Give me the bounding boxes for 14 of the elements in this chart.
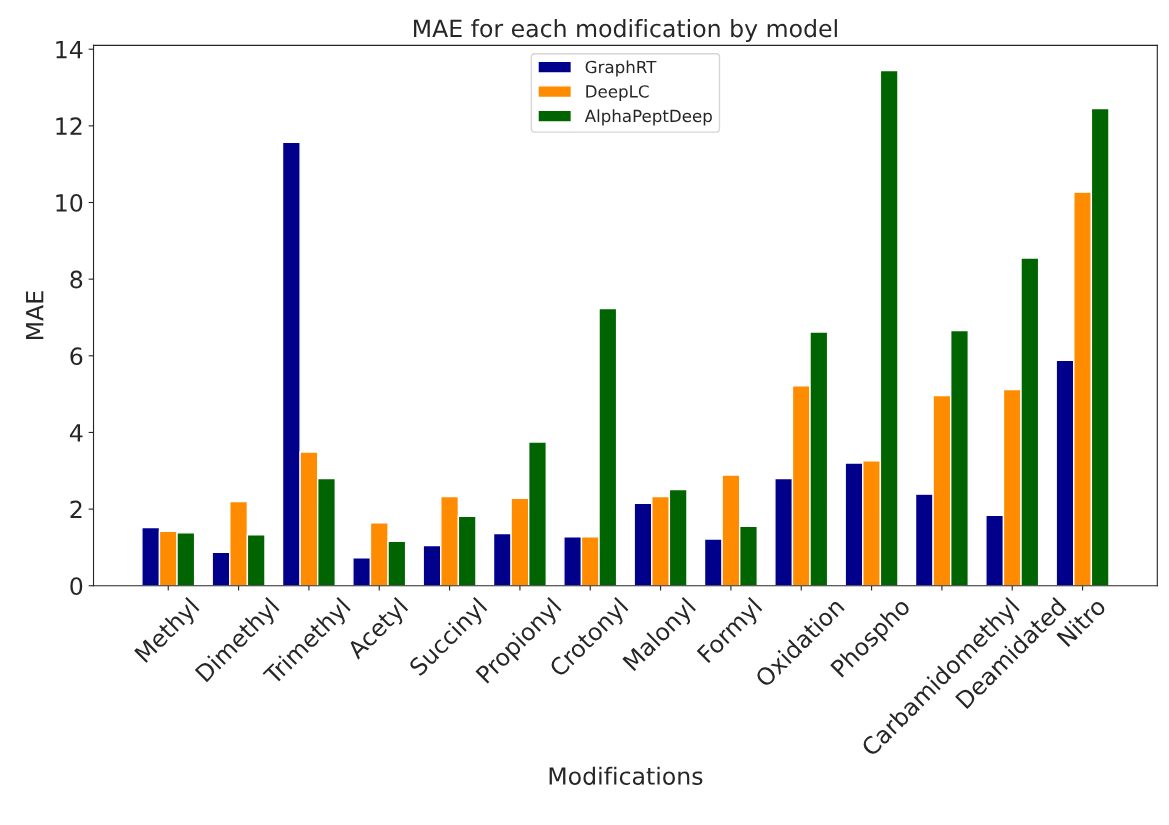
y-tick-label: 6 bbox=[70, 347, 83, 366]
legend-label: DeepLC bbox=[586, 85, 649, 101]
legend-label: AlphaPeptDeep bbox=[584, 109, 712, 126]
y-tick-label: 14 bbox=[56, 40, 83, 59]
y-tick-label: 12 bbox=[56, 117, 82, 135]
x-axis-title: Modifications bbox=[549, 766, 703, 785]
y-tick-label: 4 bbox=[69, 424, 83, 442]
y-tick-label: 2 bbox=[70, 500, 82, 519]
y-tick-label: 0 bbox=[70, 577, 83, 596]
legend-label: GraphRT bbox=[585, 60, 657, 77]
y-axis-title: MAE bbox=[26, 291, 44, 339]
y-tick-label: 10 bbox=[56, 193, 83, 212]
y-tick-label: 8 bbox=[70, 270, 83, 289]
chart-title: MAE for each modification by model bbox=[414, 19, 837, 42]
